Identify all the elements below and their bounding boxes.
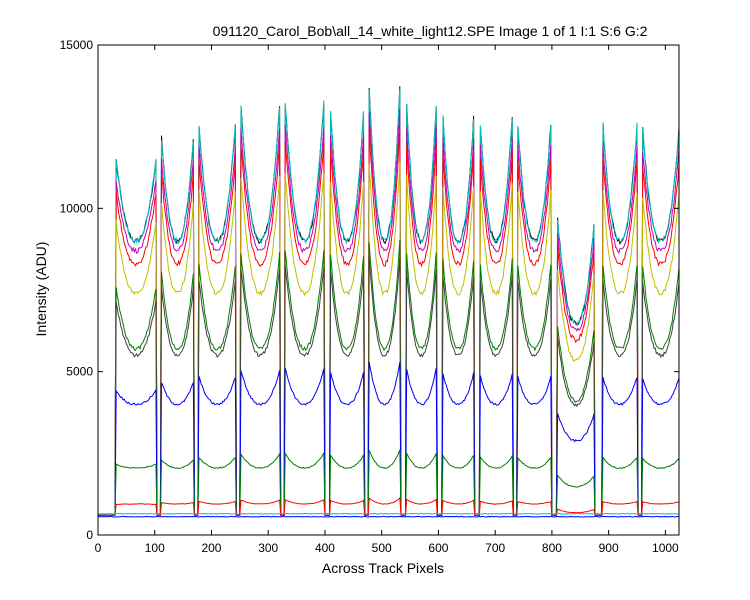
x-tick-label: 600 (428, 541, 448, 555)
y-tick-label: 5000 (66, 365, 93, 379)
x-tick-label: 1000 (652, 541, 679, 555)
series-line-3 (98, 109, 680, 516)
series-line-1 (98, 86, 680, 516)
x-tick-label: 500 (372, 541, 392, 555)
series-line-11 (97, 512, 680, 515)
series-line-9 (98, 449, 680, 516)
series-line-10 (98, 496, 680, 516)
x-tick-label: 400 (315, 541, 335, 555)
series-line-2 (98, 88, 680, 516)
x-tick-label: 100 (145, 541, 165, 555)
x-tick-label: 0 (95, 541, 102, 555)
series-line-12 (97, 515, 679, 518)
x-tick-label: 800 (542, 541, 562, 555)
series-line-8 (98, 361, 680, 516)
series-line-4 (98, 127, 680, 516)
x-axis-label: Across Track Pixels (322, 560, 444, 576)
x-tick-label: 200 (201, 541, 221, 555)
series-line-5 (98, 162, 680, 516)
axes-layer: 0 100 200 300 400 500 600 700 800 900 100005000100… (60, 38, 680, 555)
series-line-6 (98, 240, 680, 516)
y-tick-label: 15000 (60, 38, 94, 52)
x-tick-label: 900 (599, 541, 619, 555)
series-layer (97, 86, 680, 518)
chart-title: 091120_Carol_Bob\all_14_white_light12.SP… (213, 23, 648, 39)
y-tick-label: 0 (86, 528, 93, 542)
y-tick-label: 10000 (60, 201, 94, 215)
x-tick-label: 700 (485, 541, 505, 555)
x-tick-label: 300 (258, 541, 278, 555)
axes-box (97, 44, 680, 536)
y-axis-label: Intensity (ADU) (33, 242, 49, 337)
